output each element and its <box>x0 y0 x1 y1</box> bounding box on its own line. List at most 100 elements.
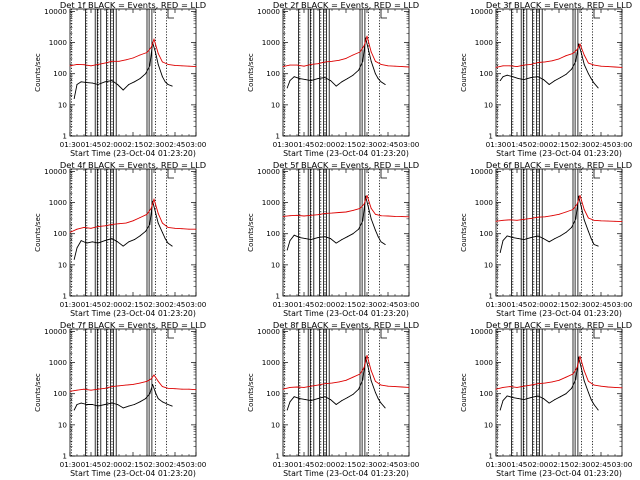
data-point-lld <box>621 387 623 389</box>
data-point-events <box>377 78 379 80</box>
x-tick-label: 02:15 <box>336 300 357 309</box>
series-line-lld <box>69 38 197 68</box>
data-point-lld <box>359 51 361 53</box>
data-point-events <box>122 407 124 409</box>
y-tick-label: 100 <box>266 229 280 238</box>
data-point-events <box>370 380 372 382</box>
data-point-events <box>293 234 295 236</box>
data-point-lld <box>146 52 148 53</box>
data-point-lld <box>296 64 298 66</box>
data-point-events <box>583 380 585 382</box>
x-tick-label: 02:45 <box>378 460 399 469</box>
x-tick-label: 02:45 <box>165 300 186 309</box>
plot-frame <box>69 8 197 137</box>
data-point-lld <box>174 64 176 66</box>
data-point-lld <box>331 212 333 214</box>
data-point-lld <box>111 223 113 225</box>
y-tick-label: 10 <box>58 420 68 429</box>
series-line-lld <box>69 198 196 233</box>
y-tick-label: 10 <box>58 260 68 269</box>
data-point-lld <box>366 354 368 356</box>
x-tick-label: 01:45 <box>507 140 528 149</box>
data-point-events <box>289 401 291 403</box>
x-tick-label: 02:00 <box>102 300 123 309</box>
x-tick-label: 02:15 <box>123 300 144 309</box>
panel-title: Det 4f BLACK = Events, RED = LLD <box>60 160 206 170</box>
data-point-events <box>578 356 580 358</box>
y-tick-label: 10000 <box>44 167 67 176</box>
data-point-lld <box>509 219 511 221</box>
data-point-events <box>548 402 550 404</box>
data-point-events <box>149 393 151 395</box>
data-point-events <box>559 235 561 237</box>
data-point-events <box>530 397 532 399</box>
data-point-events <box>117 404 119 405</box>
data-point-lld <box>76 228 78 230</box>
x-tick-label: 02:30 <box>144 300 165 309</box>
data-point-events <box>384 244 386 245</box>
data-point-lld <box>296 386 298 388</box>
panel-title: Det 9f BLACK = Events, RED = LLD <box>486 320 632 330</box>
data-point-events <box>117 84 119 85</box>
data-point-events <box>293 396 295 398</box>
data-point-lld <box>282 215 284 217</box>
data-point-lld <box>495 66 497 68</box>
data-point-lld <box>303 386 305 388</box>
panel-title: Det 5f BLACK = Events, RED = LLD <box>273 160 419 170</box>
x-tick-label: 01:45 <box>81 300 102 309</box>
data-point-events <box>590 78 592 80</box>
plot-frame <box>69 328 197 457</box>
data-point-lld <box>296 214 298 216</box>
data-point-lld <box>551 215 553 217</box>
data-point-lld <box>387 65 389 67</box>
y-tick-label: 100 <box>53 69 67 78</box>
interval-bracket <box>380 9 387 19</box>
data-point-events <box>167 84 169 85</box>
data-point-lld <box>370 370 372 372</box>
data-point-lld <box>104 62 106 64</box>
data-point-lld <box>303 215 305 217</box>
data-point-events <box>154 51 156 53</box>
data-point-lld <box>593 64 595 66</box>
y-tick-label: 1000 <box>262 198 281 207</box>
data-point-lld <box>188 388 190 390</box>
data-point-lld <box>363 366 365 368</box>
data-point-events <box>91 404 93 405</box>
x-tick-label: 02:30 <box>357 460 378 469</box>
series-line-lld <box>282 194 410 218</box>
data-point-events <box>164 402 166 404</box>
data-point-lld <box>317 214 319 216</box>
x-tick-label: 02:00 <box>315 460 336 469</box>
data-point-events <box>167 242 169 244</box>
data-point-events <box>97 84 99 85</box>
x-tick-label: 01:45 <box>294 300 315 309</box>
data-point-events <box>304 238 306 240</box>
data-point-events <box>597 409 599 411</box>
x-tick-label: 01:45 <box>294 460 315 469</box>
data-point-events <box>171 405 173 407</box>
data-point-lld <box>282 66 284 68</box>
y-tick-label: 10000 <box>470 327 493 336</box>
x-tick-label: 02:15 <box>549 460 570 469</box>
data-point-lld <box>90 389 92 391</box>
data-point-lld <box>565 376 567 378</box>
data-point-events <box>139 401 141 403</box>
data-point-events <box>571 226 573 228</box>
data-point-lld <box>359 373 361 375</box>
data-point-events <box>346 397 348 399</box>
y-tick-label: 1 <box>488 292 493 301</box>
x-tick-label: 02:30 <box>570 300 591 309</box>
x-tick-label: 01:45 <box>81 140 102 149</box>
data-point-events <box>548 241 550 243</box>
data-point-events <box>377 398 379 400</box>
x-tick-label: 01:30 <box>273 140 294 149</box>
x-tick-label: 02:00 <box>102 140 123 149</box>
data-point-lld <box>374 380 376 382</box>
x-tick-label: 01:30 <box>60 460 81 469</box>
data-point-lld <box>600 385 602 387</box>
data-point-lld <box>576 366 578 368</box>
data-point-lld <box>537 216 539 218</box>
data-point-lld <box>621 221 623 223</box>
series-line-lld <box>69 374 197 392</box>
data-point-lld <box>370 51 372 53</box>
